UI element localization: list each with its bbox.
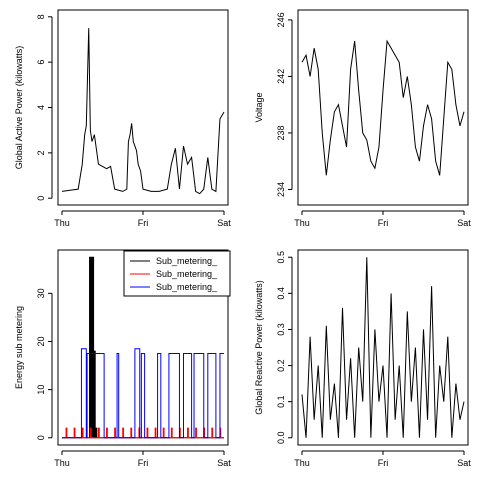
global-active-power-x-tick-label: Fri [138,218,149,228]
voltage-x-tick-label: Sat [457,218,471,228]
energy-sub-metering-x-tick-label: Sat [217,458,231,468]
global-reactive-power-y-tick-label: 0.4 [276,287,286,300]
global-active-power-plot-frame [57,9,229,206]
voltage-plot-frame [297,9,469,206]
global-active-power-y-tick-label: 8 [36,14,46,19]
energy-sub-metering-plot-frame [57,249,229,446]
voltage-x-tick-label: Fri [378,218,389,228]
voltage-panel: Thu Fri Sat 234 238 242 246 Voltage [254,9,471,228]
global-reactive-power-y-tick-label: 0.3 [276,323,286,336]
global-reactive-power-x-tick-label: Thu [294,458,310,468]
global-reactive-power-x-tick-label: Sat [457,458,471,468]
voltage-y-tick-label: 246 [276,12,286,27]
global-active-power-y-tick-label: 0 [36,196,46,201]
voltage-series-0 [301,39,465,176]
global-reactive-power-series-0 [301,257,465,438]
energy-sub-metering-series-0 [62,256,224,439]
energy-sub-metering-series-2 [62,348,224,439]
global-reactive-power-x-tick-label: Fri [378,458,389,468]
global-reactive-power-y-tick-label: 0.5 [276,251,286,264]
voltage-y-tick-label: 242 [276,69,286,84]
energy-sub-metering-legend-label: Sub_metering_ [156,256,218,266]
global-reactive-power-y-tick-label: 0.2 [276,359,286,372]
energy-sub-metering-legend: Sub_metering_ Sub_metering_ Sub_metering_ [123,250,231,297]
energy-sub-metering-y-tick-label: 20 [36,336,46,346]
global-active-power-x-tick-label: Thu [54,218,70,228]
energy-sub-metering-x-tick-label: Fri [138,458,149,468]
voltage-y-tick-label: 234 [276,182,286,197]
global-reactive-power-y-axis-title: Global Reactive Power (kilowatts) [254,280,264,415]
energy-sub-metering-y-axis-title: Energy sub metering [14,306,24,389]
energy-sub-metering-series-1 [62,427,224,439]
global-reactive-power-y-tick-label: 0.0 [276,432,286,445]
voltage-y-axis-title: Voltage [254,92,264,122]
energy-sub-metering-x-tick-label: Thu [54,458,70,468]
voltage-x-tick-label: Thu [294,218,310,228]
global-active-power-y-tick-label: 2 [36,150,46,155]
energy-sub-metering-panel: Thu Fri Sat 0 10 20 30 Energy sub metering Sub_m… [14,249,231,468]
global-reactive-power-y-tick-label: 0.1 [276,395,286,408]
energy-sub-metering-y-tick-label: 0 [36,435,46,440]
global-active-power-x-tick-label: Sat [217,218,231,228]
energy-sub-metering-legend-label: Sub_metering_ [156,282,218,292]
global-active-power-y-tick-label: 6 [36,60,46,65]
global-active-power-y-tick-label: 4 [36,105,46,110]
global-reactive-power-plot-frame [297,249,469,446]
global-active-power-series-0 [61,28,225,195]
global-active-power-panel: Thu Fri Sat 0 2 4 6 8 Global Active Power (kilow… [14,9,231,228]
energy-sub-metering-y-tick-label: 10 [36,385,46,395]
energy-sub-metering-legend-label: Sub_metering_ [156,269,218,279]
global-active-power-y-axis-title: Global Active Power (kilowatts) [14,46,24,170]
energy-sub-metering-y-tick-label: 30 [36,288,46,298]
global-reactive-power-panel: Thu Fri Sat 0.0 0.1 0.2 0.3 0.4 0.5 Global Reacti… [254,249,471,468]
voltage-y-tick-label: 238 [276,125,286,140]
